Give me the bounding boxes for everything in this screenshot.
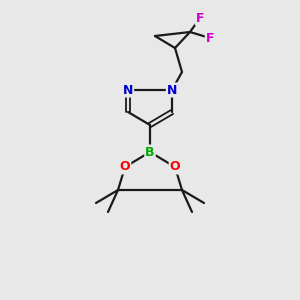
Text: B: B (145, 146, 155, 158)
Text: O: O (120, 160, 130, 173)
Text: N: N (123, 83, 133, 97)
Text: F: F (206, 32, 214, 44)
Text: N: N (167, 83, 177, 97)
Text: O: O (170, 160, 180, 173)
Text: F: F (196, 11, 204, 25)
